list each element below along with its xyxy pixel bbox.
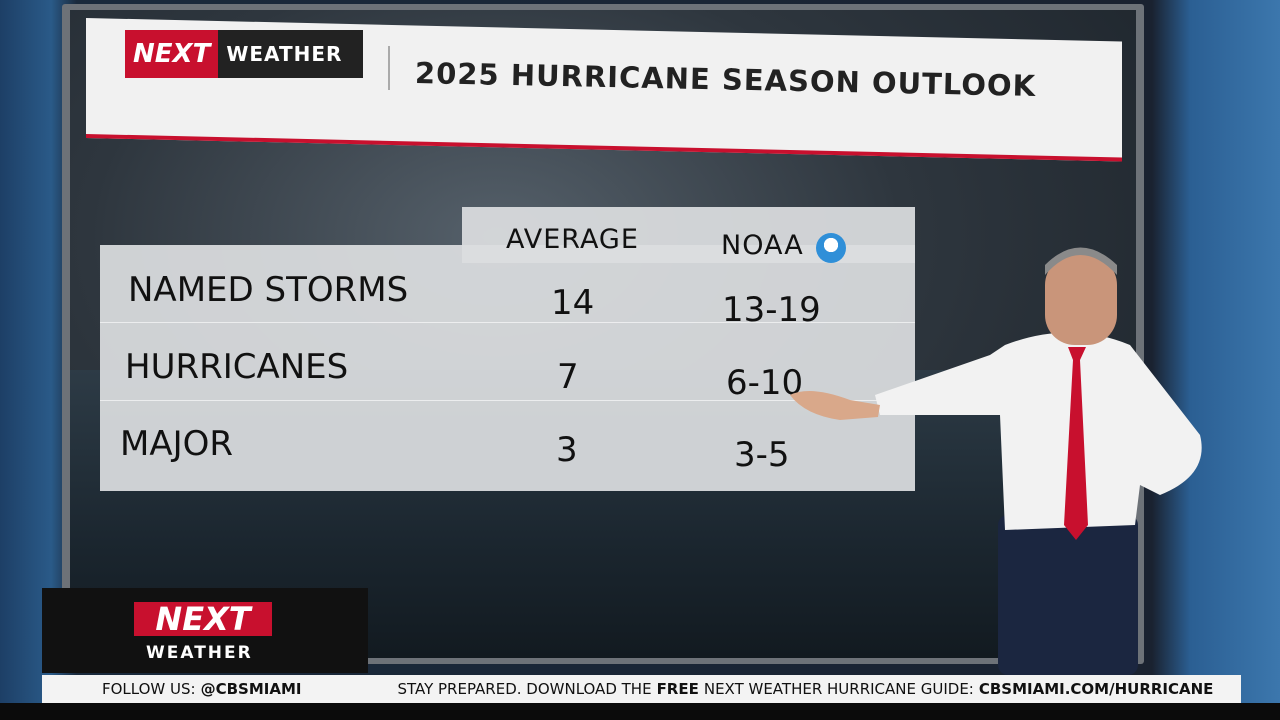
trousers	[998, 515, 1138, 675]
column-header: AVERAGE	[506, 224, 639, 255]
divider	[388, 46, 390, 90]
logo-next: NEXT	[125, 30, 219, 78]
presenter	[790, 247, 1202, 675]
row-divider	[100, 400, 915, 401]
cell: 3	[556, 430, 578, 470]
cell: 13-19	[722, 290, 821, 330]
ticker-base	[0, 703, 1280, 720]
ticker-message: FREE	[656, 680, 699, 698]
ticker: FOLLOW US: @CBSMIAMI STAY PREPARED. DOWN…	[42, 675, 1241, 703]
column-header: NOAA	[721, 230, 804, 261]
row-label: HURRICANES	[125, 347, 349, 387]
cell: 3-5	[734, 435, 790, 475]
ticker-follow: FOLLOW US:	[102, 680, 196, 698]
corner-logo: NEXT WEATHER	[42, 588, 368, 673]
hair	[1045, 247, 1117, 275]
logo-weather: WEATHER	[226, 42, 343, 66]
tie	[1064, 347, 1088, 540]
header-logo: NEXT WEATHER	[125, 30, 363, 78]
row-label: MAJOR	[120, 424, 234, 464]
shirt	[875, 332, 1202, 530]
ticker-url: CBSMIAMI.COM/HURRICANE	[978, 680, 1214, 698]
row-label: NAMED STORMS	[128, 270, 409, 310]
noaa-icon	[816, 233, 846, 263]
logo-next: NEXT	[134, 600, 272, 638]
ticker-handle: @CBSMIAMI	[200, 680, 302, 698]
row-divider	[100, 322, 915, 323]
cell: 7	[557, 357, 579, 397]
cell: 6-10	[726, 363, 804, 403]
table-panel	[100, 245, 915, 491]
hand	[790, 391, 880, 420]
ticker-message: NEXT WEATHER HURRICANE GUIDE:	[703, 680, 974, 698]
ticker-message: STAY PREPARED. DOWNLOAD THE	[397, 680, 652, 698]
logo-weather: WEATHER	[146, 643, 253, 663]
head	[1045, 255, 1117, 345]
cell: 14	[551, 283, 595, 323]
